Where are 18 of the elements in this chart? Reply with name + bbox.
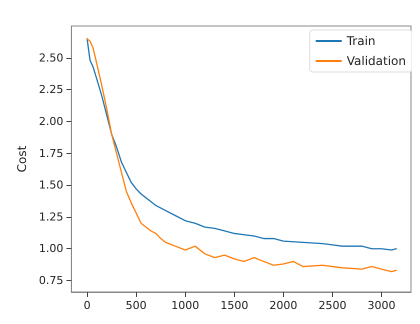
legend-label: Validation (346, 54, 406, 68)
x-tick-label: 2000 (269, 299, 298, 312)
y-tick-label: 2.00 (38, 114, 64, 128)
y-tick-label: 2.25 (38, 83, 64, 96)
y-tick-label: 2.50 (38, 51, 64, 64)
legend-label: Train (346, 34, 376, 48)
x-tick-label: 500 (126, 299, 147, 312)
y-tick-label: 0.75 (38, 274, 64, 288)
x-tick-label: 1000 (171, 299, 200, 312)
x-tick-label: 1500 (220, 299, 248, 312)
x-tick-label: 0 (84, 299, 91, 312)
y-axis-title: Cost (15, 145, 29, 172)
y-tick-label: 1.25 (38, 210, 64, 224)
y-tick-label: 1.75 (38, 146, 64, 160)
y-tick-label: 1.00 (38, 242, 64, 256)
x-tick-label: 3000 (368, 299, 396, 312)
x-tick-label: 2500 (318, 299, 346, 312)
y-tick-label: 1.50 (38, 178, 64, 192)
